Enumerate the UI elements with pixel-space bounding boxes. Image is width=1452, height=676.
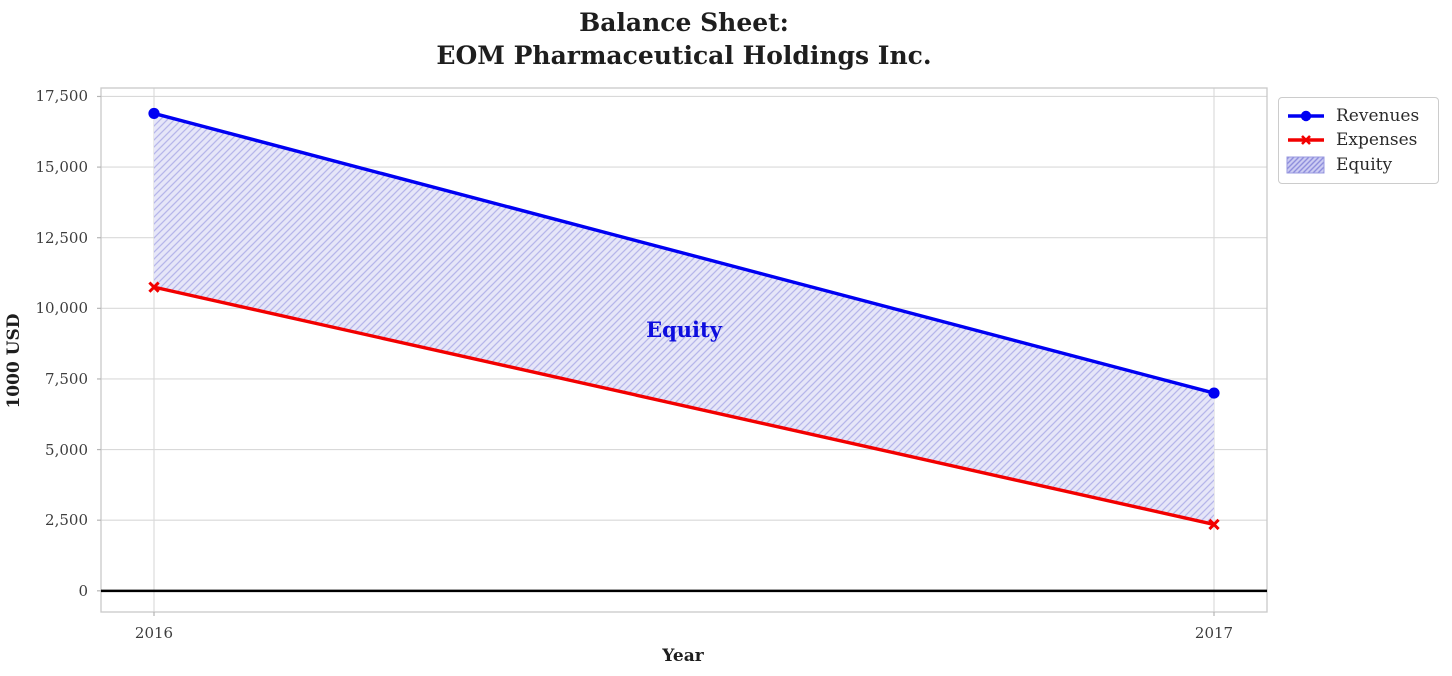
- revenues-line: [152, 111, 1216, 395]
- equity-patch-icon: [1286, 156, 1325, 174]
- y-tick-label: 17,500: [35, 87, 89, 106]
- x-axis-label: Year: [662, 646, 704, 666]
- legend-label-equity: Equity: [1336, 154, 1393, 175]
- y-tick-label: 5,000: [45, 440, 88, 459]
- legend-item-equity: Equity: [1286, 153, 1430, 177]
- y-tick-label: 7,500: [45, 369, 88, 388]
- equity-area-annotation: Equity: [646, 316, 722, 342]
- revenues-marker: [148, 107, 160, 120]
- equity-area: [154, 113, 1214, 525]
- y-tick-label: 0: [78, 581, 88, 600]
- legend-label-expenses: Expenses: [1336, 130, 1418, 151]
- legend-item-expenses: Expenses: [1286, 128, 1430, 152]
- expenses-line: [152, 285, 1216, 527]
- legend: Revenues Expenses Equity: [1278, 97, 1439, 184]
- revenues-marker: [1208, 387, 1220, 399]
- expenses-marker: [1208, 518, 1220, 531]
- revenues-line-icon: [1288, 110, 1324, 122]
- y-tick-label: 12,500: [35, 228, 89, 247]
- plot-border: [100, 87, 1268, 613]
- y-tick-label: 15,000: [35, 158, 89, 177]
- legend-item-revenues: Revenues: [1286, 104, 1430, 128]
- legend-label-revenues: Revenues: [1336, 106, 1420, 127]
- chart-title: Balance Sheet: EOM Pharmaceutical Holdin…: [436, 8, 932, 70]
- expenses-marker: [148, 281, 160, 293]
- expenses-line-icon: [1288, 135, 1324, 146]
- x-tick-label: 2017: [1194, 624, 1234, 642]
- y-tick-label: 2,500: [45, 511, 88, 530]
- y-tick-label: 10,000: [35, 299, 89, 318]
- x-tick-label: 2016: [134, 624, 174, 642]
